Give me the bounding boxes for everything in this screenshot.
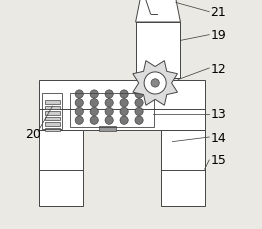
Text: 12: 12 xyxy=(210,62,226,75)
Circle shape xyxy=(135,90,143,99)
Circle shape xyxy=(90,99,98,107)
Text: 21: 21 xyxy=(210,6,226,19)
Bar xyxy=(99,127,116,132)
Bar xyxy=(39,80,205,131)
Circle shape xyxy=(75,90,83,99)
Circle shape xyxy=(75,117,83,125)
Text: 13: 13 xyxy=(210,108,226,121)
Bar xyxy=(45,112,60,115)
Bar xyxy=(45,106,60,110)
Text: 20: 20 xyxy=(25,128,41,140)
Circle shape xyxy=(144,73,166,95)
Circle shape xyxy=(105,90,113,99)
Bar xyxy=(45,123,60,126)
Bar xyxy=(45,117,60,121)
Circle shape xyxy=(90,90,98,99)
Text: 15: 15 xyxy=(210,154,226,167)
Circle shape xyxy=(105,108,113,116)
Bar xyxy=(161,131,205,206)
Bar xyxy=(136,23,181,79)
Circle shape xyxy=(75,108,83,116)
Circle shape xyxy=(151,79,159,88)
Circle shape xyxy=(120,108,128,116)
Bar xyxy=(70,93,154,128)
Polygon shape xyxy=(136,0,181,23)
Circle shape xyxy=(105,117,113,125)
Circle shape xyxy=(135,99,143,107)
Bar xyxy=(45,101,60,104)
Text: 19: 19 xyxy=(210,29,226,42)
Bar xyxy=(45,128,60,132)
Circle shape xyxy=(135,108,143,116)
Bar xyxy=(39,131,83,206)
Polygon shape xyxy=(133,61,177,106)
Circle shape xyxy=(120,117,128,125)
Circle shape xyxy=(90,108,98,116)
Circle shape xyxy=(90,117,98,125)
Bar xyxy=(42,94,62,129)
Circle shape xyxy=(120,90,128,99)
Circle shape xyxy=(135,117,143,125)
Circle shape xyxy=(120,99,128,107)
Circle shape xyxy=(75,99,83,107)
Circle shape xyxy=(105,99,113,107)
Text: 14: 14 xyxy=(210,131,226,144)
